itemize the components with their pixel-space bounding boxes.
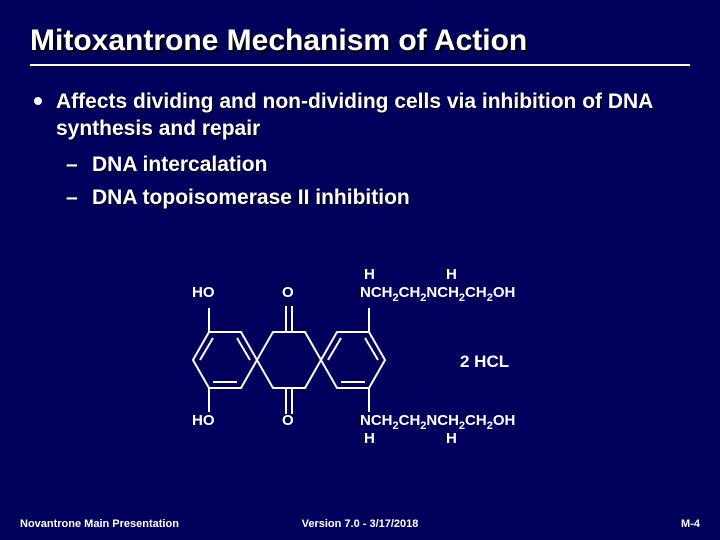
label-ho-bot: HO [192,412,215,429]
footer-center: Version 7.0 - 3/17/2018 [302,518,419,530]
footer: Novantrone Main Presentation Version 7.0… [0,518,720,530]
bullet-list: Affects dividing and non-dividing cells … [30,88,690,211]
page-title: Mitoxantrone Mechanism of Action [30,24,690,66]
label-nch-top: NCH2CH2NCH2CH2OH [360,284,515,304]
slide: Mitoxantrone Mechanism of Action Affects… [0,0,720,540]
label-h-tr: H [446,266,457,283]
label-o-bot: O [282,412,294,429]
bullet-lvl1: Affects dividing and non-dividing cells … [30,88,690,143]
molecule-diagram: HO HO O O H H NCH2CH2NCH2CH2OH NCH2CH2NC… [160,250,580,480]
footer-right: M-4 [681,518,700,530]
label-nch-bot: NCH2CH2NCH2CH2OH [360,412,515,432]
label-ho-top: HO [192,284,215,301]
footer-left: Novantrone Main Presentation [20,518,179,530]
bullet-lvl2: DNA intercalation [30,151,690,178]
label-hcl: 2 HCL [460,352,509,372]
label-h-tl: H [364,266,375,283]
label-o-top: O [282,284,294,301]
label-h-bl: H [364,430,375,447]
label-h-br: H [446,430,457,447]
bullet-lvl2: DNA topoisomerase II inhibition [30,184,690,211]
